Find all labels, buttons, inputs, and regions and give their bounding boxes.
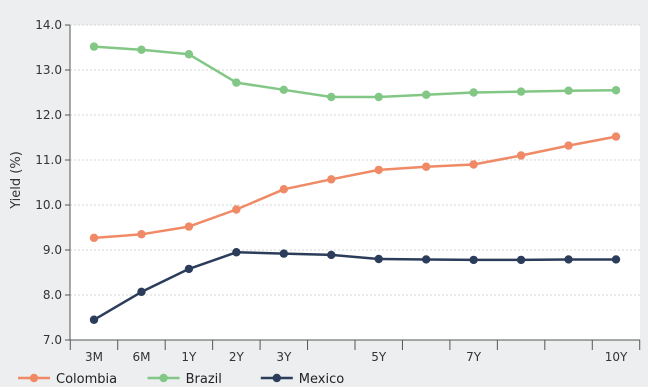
data-point-mexico xyxy=(89,315,99,324)
data-point-mexico xyxy=(421,255,431,264)
data-point-mexico xyxy=(279,249,289,258)
y-tick-label: 12.0 xyxy=(35,108,62,122)
data-point-mexico xyxy=(374,254,383,264)
yield-curve-chart: 7.0 8.0 9.0 10.0 11.0 12.0 13.0 14.0 3M 6M 1Y 2Y 3Y 5… xyxy=(0,10,648,387)
data-point-mexico xyxy=(564,255,573,264)
x-tick-label: 3Y xyxy=(276,350,292,364)
legend-label-brazil: Brazil xyxy=(186,372,222,387)
data-point-colombia xyxy=(279,185,289,194)
data-point-colombia xyxy=(184,222,194,231)
gridlines xyxy=(70,24,640,296)
data-point-brazil xyxy=(611,86,621,95)
data-point-colombia xyxy=(516,151,526,160)
y-tick-label: 7.0 xyxy=(43,333,62,347)
data-point-brazil xyxy=(327,92,336,102)
data-point-colombia xyxy=(469,160,478,169)
data-point-mexico xyxy=(469,255,478,265)
data-point-brazil xyxy=(374,92,383,102)
data-point-brazil xyxy=(184,50,194,59)
y-tick-label: 8.0 xyxy=(43,288,62,302)
axes: 7.0 8.0 9.0 10.0 11.0 12.0 13.0 14.0 3M 6M 1Y 2Y 3Y 5… xyxy=(35,18,641,364)
x-tick-label: 1Y xyxy=(181,350,197,364)
data-point-mexico xyxy=(327,250,336,260)
data-point-mexico xyxy=(516,255,526,265)
legend-label-colombia: Colombia xyxy=(56,372,117,387)
data-point-brazil xyxy=(232,78,241,87)
y-tick-label: 13.0 xyxy=(35,63,62,77)
legend-marker-brazil xyxy=(159,373,168,383)
data-point-brazil xyxy=(564,86,573,95)
x-tick-label: 7Y xyxy=(466,350,482,364)
x-tick-label: 2Y xyxy=(229,350,245,364)
data-point-brazil xyxy=(137,45,146,54)
data-point-brazil xyxy=(421,90,431,99)
chart-area: 7.0 8.0 9.0 10.0 11.0 12.0 13.0 14.0 3M 6M 1Y 2Y 3Y 5… xyxy=(0,10,648,387)
legend: Colombia Brazil Mexico xyxy=(18,372,344,387)
y-tick-label: 11.0 xyxy=(35,153,62,167)
series-line-brazil xyxy=(93,45,617,99)
data-point-mexico xyxy=(232,248,241,257)
x-tick-label: 6M xyxy=(132,350,150,364)
data-point-brazil xyxy=(469,88,478,97)
data-point-brazil xyxy=(516,87,526,96)
data-point-colombia xyxy=(327,175,336,184)
y-axis-label: Yield (%) xyxy=(9,151,24,210)
legend-label-mexico: Mexico xyxy=(299,372,344,387)
y-tick-label: 14.0 xyxy=(35,18,62,32)
series-line-colombia xyxy=(93,135,617,240)
y-tick-label: 10.0 xyxy=(35,198,62,212)
x-tick-label: 10Y xyxy=(605,350,628,364)
x-tick-label: 3M xyxy=(85,350,103,364)
data-point-mexico xyxy=(137,287,146,297)
series-layer xyxy=(89,42,621,324)
data-point-colombia xyxy=(421,162,431,171)
data-point-colombia xyxy=(89,233,99,243)
data-point-colombia xyxy=(611,132,621,141)
plot-area xyxy=(70,25,640,340)
x-tick-label: 5Y xyxy=(371,350,387,364)
data-point-brazil xyxy=(279,85,289,95)
legend-marker-mexico xyxy=(272,373,281,383)
data-point-colombia xyxy=(137,230,146,239)
data-point-brazil xyxy=(89,42,99,51)
data-point-colombia xyxy=(374,165,383,175)
y-tick-label: 9.0 xyxy=(43,243,62,257)
legend-marker-colombia xyxy=(29,373,39,383)
data-point-mexico xyxy=(184,264,194,274)
data-point-colombia xyxy=(232,205,241,214)
data-point-colombia xyxy=(564,141,573,150)
data-point-mexico xyxy=(611,255,621,264)
series-line-mexico xyxy=(93,251,616,321)
